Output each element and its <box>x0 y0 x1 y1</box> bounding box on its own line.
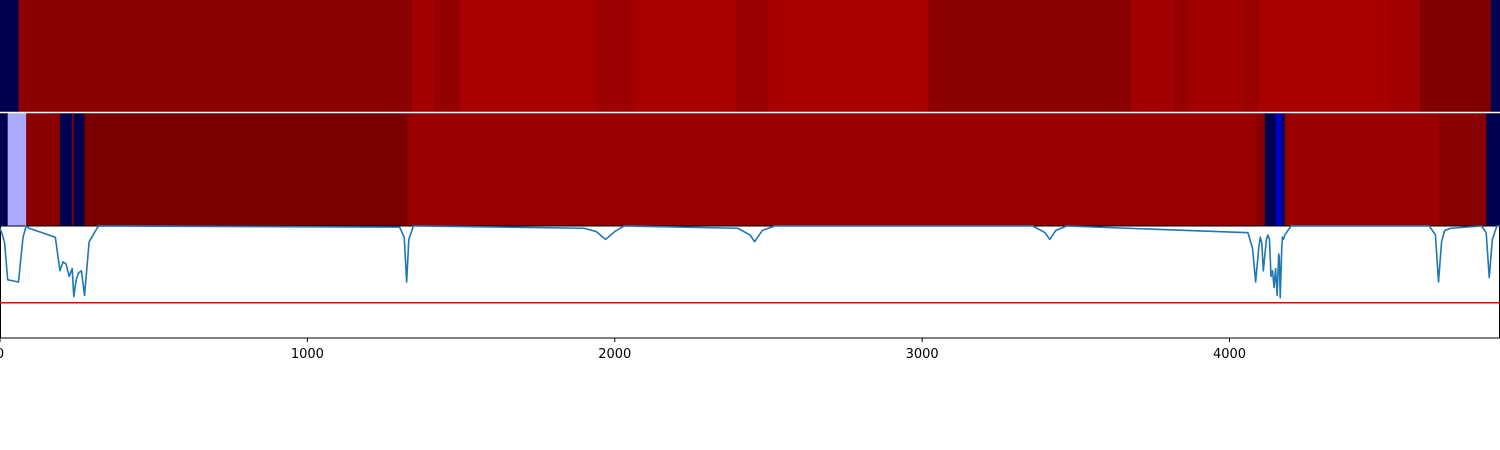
heatmap-top-segment <box>0 0 19 112</box>
heatmap-bottom-segment <box>1264 113 1277 226</box>
heatmap-bottom-panel <box>0 113 1500 226</box>
heatmap-bottom-segment <box>0 113 9 226</box>
heatmap-bottom-segment <box>26 113 61 226</box>
heatmap-top-segment <box>1389 0 1421 112</box>
heatmap-top-segment <box>1258 0 1390 112</box>
heatmap-top-segment <box>1490 0 1500 112</box>
x-tick-label: 3000 <box>906 347 939 362</box>
heatmap-top-segment <box>1188 0 1244 112</box>
heatmap-top-segment <box>411 0 436 112</box>
heatmap-bottom-segment <box>73 113 86 226</box>
heatmap-top-segment <box>634 0 737 112</box>
heatmap-top-segment <box>1243 0 1260 112</box>
heatmap-top-segment <box>1420 0 1492 112</box>
heatmap-top-segment <box>1174 0 1189 112</box>
x-tick-label: 0 <box>0 347 4 362</box>
series-line <box>0 225 1500 299</box>
line-plot-panel <box>0 225 1500 339</box>
x-tick-label: 4000 <box>1213 347 1246 362</box>
heatmap-bottom-segment <box>1486 113 1500 226</box>
heatmap-top-segment <box>768 0 929 112</box>
heatmap-top-segment <box>18 0 413 112</box>
heatmap-top-segment <box>459 0 597 112</box>
heatmap-bottom-segment <box>1284 113 1440 226</box>
heatmap-top-segment <box>928 0 1132 112</box>
plot-frame <box>0 225 1500 339</box>
x-tick-label: 2000 <box>598 347 631 362</box>
heatmap-bottom-segment <box>1438 113 1487 226</box>
heatmap-bottom-segment <box>7 113 27 226</box>
heatmap-bottom-segment <box>84 113 408 226</box>
heatmap-bottom-segment <box>72 113 75 226</box>
heatmap-top-segment <box>1131 0 1175 112</box>
heatmap-bottom-segment <box>1281 113 1286 226</box>
heatmap-bottom-segment <box>1275 113 1283 226</box>
heatmap-bottom-segment <box>1255 113 1266 226</box>
heatmap-top-panel <box>0 0 1500 112</box>
x-axis: 0 1000 2000 3000 4000 <box>0 338 1246 362</box>
x-tick-label: 1000 <box>291 347 324 362</box>
heatmap-bottom-segment <box>59 113 73 226</box>
heatmap-bottom-segment <box>407 113 1257 226</box>
heatmap-top-segment <box>736 0 769 112</box>
heatmap-top-segment <box>434 0 461 112</box>
heatmap-top-segment <box>596 0 636 112</box>
